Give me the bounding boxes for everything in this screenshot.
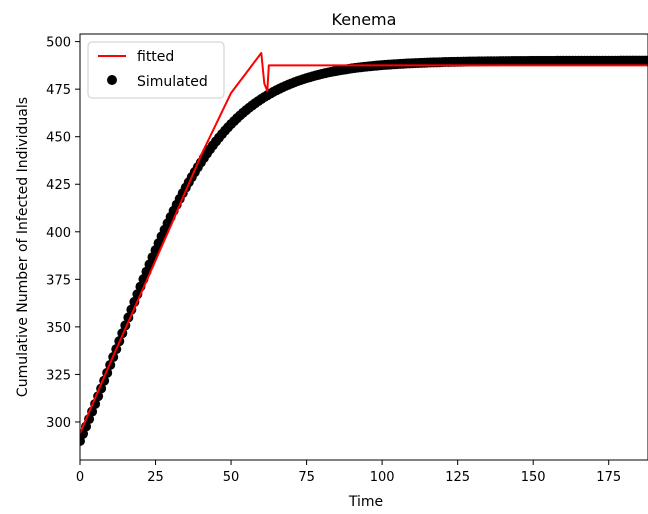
- y-tick-label: 300: [46, 416, 71, 431]
- simulated-point: [643, 55, 648, 66]
- x-tick-label: 0: [76, 470, 84, 485]
- x-tick-label: 125: [445, 470, 470, 485]
- y-tick-label: 400: [46, 226, 71, 241]
- simulated-series: [80, 55, 648, 446]
- x-axis: 0 25 50 75 100 125 150 175: [76, 460, 621, 485]
- y-tick-label: 425: [46, 178, 71, 193]
- y-tick-label: 350: [46, 321, 71, 336]
- y-tick-label: 325: [46, 368, 71, 383]
- x-axis-label: Time: [348, 494, 383, 510]
- x-tick-label: 75: [298, 470, 315, 485]
- y-tick-label: 450: [46, 131, 71, 146]
- plot-frame: [79, 33, 648, 461]
- y-axis-label: Cumulative Number of Infected Individual…: [15, 97, 31, 397]
- y-tick-label: 375: [46, 273, 71, 288]
- x-tick-label: 100: [370, 470, 395, 485]
- y-tick-label: 500: [46, 36, 71, 51]
- x-tick-label: 50: [223, 470, 240, 485]
- plot-area: [80, 52, 648, 446]
- x-tick-label: 150: [521, 470, 546, 485]
- legend: fitted Simulated: [87, 41, 225, 99]
- y-tick-label: 475: [46, 83, 71, 98]
- legend-simulated-swatch: [107, 75, 117, 85]
- fitted-line: [80, 52, 648, 434]
- chart-title: Kenema: [332, 10, 397, 29]
- x-tick-label: 175: [596, 470, 621, 485]
- fitted-series: [80, 52, 648, 434]
- x-tick-label: 25: [147, 470, 164, 485]
- legend-simulated-label: Simulated: [137, 74, 208, 90]
- legend-fitted-label: fitted: [137, 49, 174, 65]
- y-axis: 300 325 350 375 400 425 450 475 500: [46, 36, 80, 431]
